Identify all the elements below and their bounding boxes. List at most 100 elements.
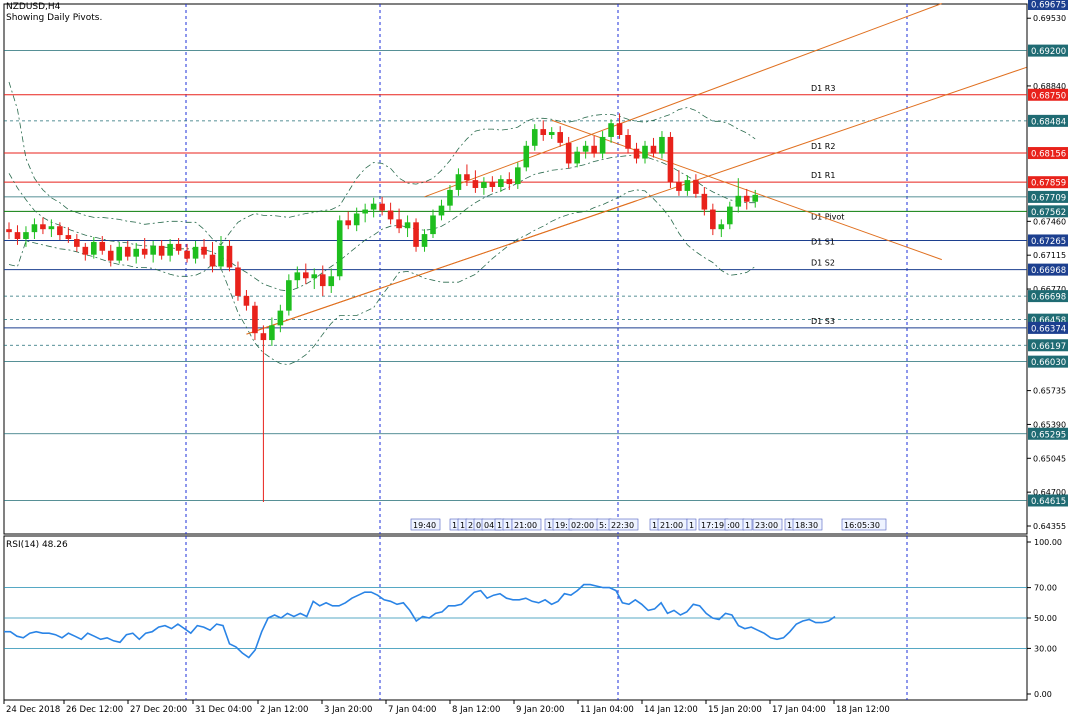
session-label: :00 [727,521,740,530]
candle-body [141,248,148,255]
rsi-axis-label: 100.00 [1034,538,1062,547]
session-label: 1 [652,521,657,530]
candle-body [421,234,428,247]
session-label: 02:00 [571,521,594,530]
candle-body [175,243,182,251]
time-axis-label: 9 Jan 20:00 [516,705,564,715]
candle-body [209,254,216,267]
session-label: 1 [505,521,510,530]
session-label-box [410,518,441,531]
session-label-box [742,518,753,531]
rsi-axis-label: 50.00 [1034,614,1057,623]
candle-body [353,213,360,226]
pivot-label: D1 R1 [811,171,835,180]
candle-body [659,136,665,154]
price-axis-label: 0.67115 [1033,251,1066,260]
session-label: 19:40 [413,521,436,530]
session-label: 0 [476,521,481,530]
candle-body [523,145,530,168]
candle-body [642,145,648,159]
candle-body [557,132,563,143]
candle-body [718,224,725,230]
session-label: 5: [599,521,607,530]
bollinger-middle-line [8,155,756,292]
candle-body [710,209,716,230]
price-label-box [1028,190,1068,203]
session-label: 21:00 [514,521,537,530]
session-label: 1 [689,521,694,530]
price-label-box [1028,0,1068,10]
candle-body [48,226,55,230]
price-label-box [1028,114,1068,127]
candle-body [625,134,631,149]
candle-body [6,229,12,233]
price-axis-label: 0.69530 [1033,14,1066,23]
session-label: 16:05:30 [844,521,880,530]
price-axis-label: 0.67460 [1033,217,1066,226]
candle-body [701,193,708,210]
candle-body [735,195,742,207]
candle-body [269,325,275,341]
candle-body [396,219,402,229]
rsi-axis-label: 30.00 [1034,644,1057,653]
time-axis-label: 26 Dec 12:00 [66,705,123,715]
candle-body [107,250,114,261]
candle-body [57,226,63,236]
candle-body [260,333,267,341]
price-axis-label: 0.65735 [1033,387,1066,396]
candle-body [252,305,258,334]
price-axis-label: 0.67265 [1031,237,1066,247]
candle-body [684,180,691,191]
time-axis-label: 3 Jan 20:00 [324,705,372,715]
pivot-label: D1 R2 [811,142,835,151]
price-axis-label: 0.66698 [1031,293,1066,303]
candle-body [464,174,470,181]
upper-trendline [424,3,942,198]
candle-body [387,210,394,220]
price-label-box [1028,494,1068,507]
candle-body [91,241,97,255]
candle-body [277,310,284,326]
price-label-box [1028,88,1068,101]
candle-body [455,174,462,190]
rsi-axis-label: 0.00 [1034,690,1052,699]
session-label: 17:19 [701,521,724,530]
price-axis-label: 0.68484 [1031,117,1066,127]
candle-body [336,220,343,277]
price-axis-label: 0.68840 [1033,82,1066,91]
price-axis-label: 0.64615 [1031,497,1066,507]
candle-body [311,274,318,279]
candle-body [481,182,487,188]
session-label: 19: [555,521,568,530]
session-label-box [752,518,783,531]
price-label-box [1028,263,1068,276]
price-axis-label: 0.65390 [1033,420,1066,429]
candle-body [23,232,29,239]
candle-body [370,203,377,210]
time-axis-label: 2 Jan 12:00 [260,705,308,715]
candle-body [498,179,504,187]
candle-body [574,151,580,164]
time-axis-label: 11 Jan 04:00 [580,705,634,715]
candle-body [345,220,351,226]
price-axis-label: 0.69200 [1031,47,1066,57]
price-label-box [1028,205,1068,218]
candle-body [413,222,419,247]
candle-body [116,246,123,261]
candle-body [404,222,411,229]
price-axis-label: 0.66770 [1033,285,1066,294]
price-label-box [1028,290,1068,303]
candle-body [226,245,233,268]
session-label-box [792,518,823,531]
candle-body [752,194,759,202]
candle-body [31,224,38,233]
price-axis-label: 0.64355 [1033,522,1066,531]
price-axis-label: 0.66030 [1031,358,1066,368]
candle-body [548,132,555,135]
candle-body [591,145,597,154]
candle-body [650,145,657,154]
symbol-title: NZDUSD,H4 [6,2,61,12]
candle-body [727,206,733,225]
